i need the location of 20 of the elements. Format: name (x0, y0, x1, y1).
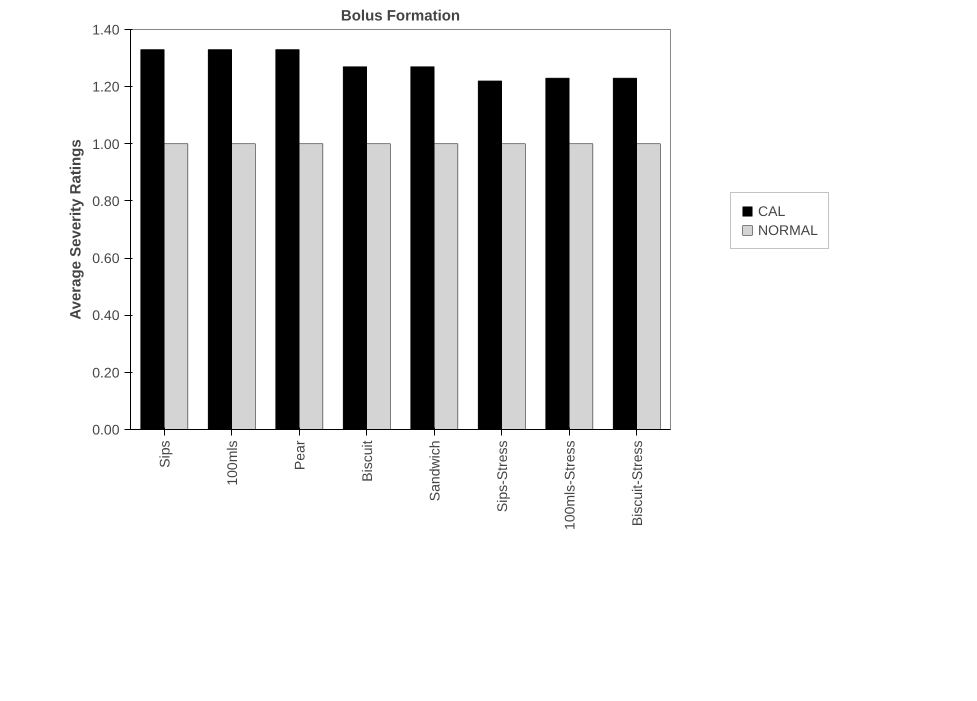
y-tick-label: 0.60 (92, 250, 120, 266)
y-tick-label: 1.40 (92, 22, 120, 38)
x-tick-label: Biscuit-Stress (628, 440, 645, 526)
legend-label: NORMAL (758, 222, 818, 238)
y-tick-label: 1.00 (92, 136, 120, 152)
legend-label: CAL (758, 203, 786, 219)
y-tick-label: 0.20 (92, 364, 120, 380)
x-tick-label: Sandwich (426, 440, 442, 502)
y-tick-label: 0.40 (92, 307, 120, 324)
x-tick-label: Biscuit (358, 440, 375, 482)
y-axis-title: Average Severity Ratings (67, 139, 84, 320)
x-tick-label: Pear (291, 440, 308, 470)
y-tick-label: 1.20 (92, 78, 120, 95)
y-tick-label: 0.80 (92, 192, 120, 209)
y-tick-label: 0.00 (92, 422, 120, 438)
x-tick-label: 100mls-Stress (561, 440, 578, 530)
chart-title: Bolus Formation (340, 8, 460, 24)
x-tick-label: Sips (156, 440, 172, 468)
x-tick-label: 100mls (224, 440, 240, 486)
x-tick-label: Sips-Stress (494, 440, 510, 512)
